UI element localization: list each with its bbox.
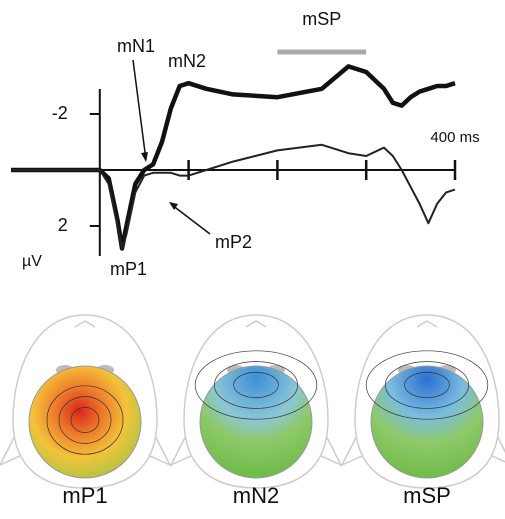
y-tick-label: -2 [52,103,68,123]
y-axis-label: µV [22,253,42,270]
contour [404,372,450,398]
nose [416,320,438,328]
map-label: mSP [403,483,451,508]
contour [46,385,124,455]
contour [365,350,489,420]
contour [385,361,469,409]
contour [214,361,298,409]
annotation: mN2 [168,51,206,71]
map-label: mN2 [233,483,279,508]
contour [194,350,318,420]
arrow [132,59,147,161]
arrow [171,204,211,235]
topomap [199,365,313,479]
annotation: mP2 [215,232,252,252]
topomaps: mP1 mN2 mSP [0,314,505,508]
window-label: mSP [302,9,341,29]
map-label: mP1 [62,483,107,508]
nose [245,320,267,328]
arrowhead [141,152,148,162]
erp-plot: -2 2 400 ms mSP [11,9,480,256]
topomap [28,365,142,479]
erp-line [11,64,456,251]
contour [70,407,100,433]
erp-line [11,143,456,250]
contour [233,372,279,398]
x-tick-label: 400 ms [430,129,479,146]
nose [74,320,96,328]
topomap [370,365,484,479]
arrowhead [169,202,178,210]
annotation: mN1 [117,36,155,56]
contour [58,396,112,444]
y-tick-label: 2 [58,215,68,235]
annotation: mP1 [110,259,147,279]
